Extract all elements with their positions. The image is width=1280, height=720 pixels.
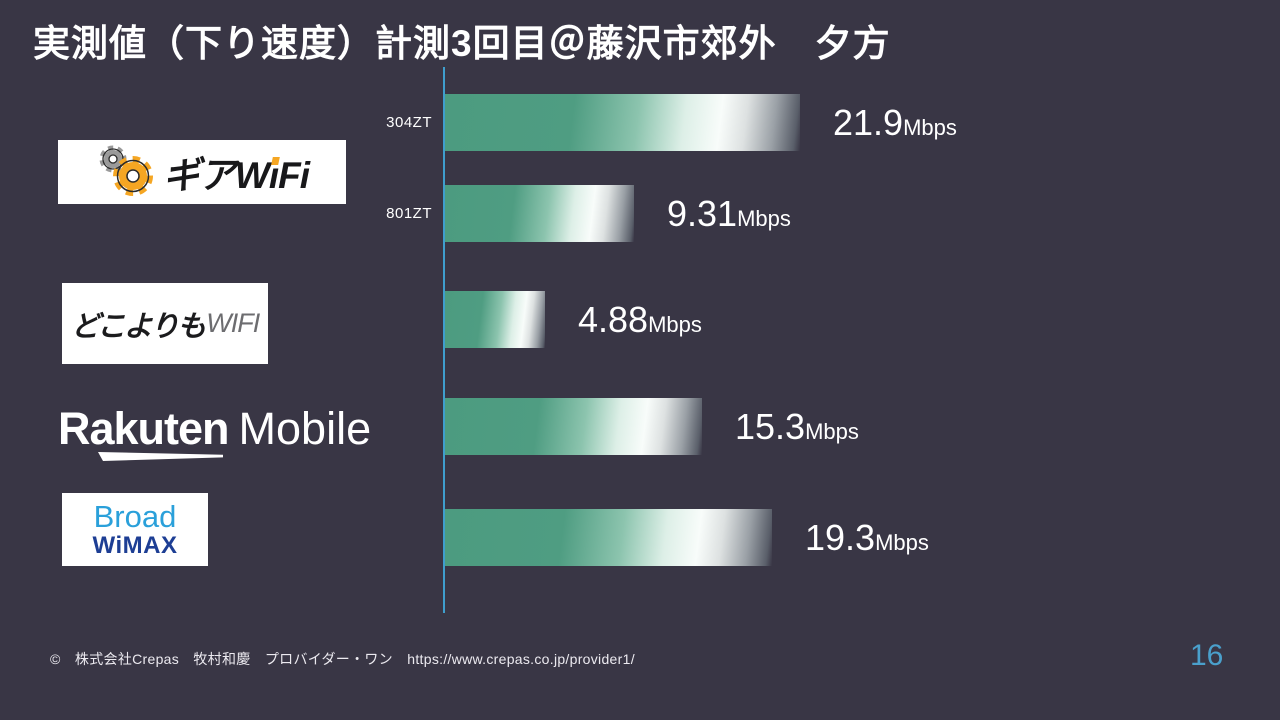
gear-wifi-logo-text: ギアWı Fi: [162, 155, 310, 196]
value-unit: Mbps: [875, 529, 929, 555]
speed-bar: [445, 509, 772, 566]
bar-row-gear-801zt: 9.31 Mbps: [445, 185, 791, 242]
rakuten-underline-swoosh: [98, 452, 223, 461]
bar-row-gear-304zt: 21.9 Mbps: [445, 94, 957, 151]
value-label: 4.88 Mbps: [578, 299, 702, 341]
value-unit: Mbps: [903, 114, 957, 140]
value-label: 19.3 Mbps: [805, 517, 929, 559]
value-number: 15.3: [735, 405, 806, 447]
value-number: 21.9: [833, 101, 904, 143]
value-unit: Mbps: [648, 311, 702, 337]
logo-gear-wifi: ギアWı Fi: [58, 140, 346, 204]
value-unit: Mbps: [805, 418, 859, 444]
bar-row-broad-wimax: 19.3 Mbps: [445, 509, 929, 566]
value-unit: Mbps: [737, 205, 791, 231]
broad-logo-line2: WiMAX: [92, 532, 178, 560]
dokoyorimo-logo-en: WIFI: [206, 308, 260, 338]
logo-dokoyorimo-wifi: どこよりも WIFI: [62, 283, 268, 364]
rakuten-product-text: Mobile: [238, 403, 372, 454]
value-label: 9.31 Mbps: [667, 193, 791, 235]
rakuten-brand-text: Rakuten: [58, 403, 230, 461]
gear-icons: [99, 145, 153, 196]
page-number: 16: [1190, 639, 1224, 672]
chart-axis-line: [443, 67, 445, 613]
device-label-801zt: 801ZT: [386, 205, 432, 222]
bar-row-dokoyorimo: 4.88 Mbps: [445, 291, 702, 348]
logo-rakuten-mobile: Rakuten Mobile: [58, 399, 408, 461]
value-label: 15.3 Mbps: [735, 406, 859, 448]
footer-credit: © 株式会社Crepas 牧村和慶 プロバイダー・ワン https://www.…: [50, 651, 635, 667]
slide-title: 実測値（下り速度）計測3回目＠藤沢市郊外 夕方: [33, 23, 891, 64]
speed-bar: [445, 94, 800, 151]
speed-bar: [445, 398, 702, 455]
value-number: 4.88: [578, 298, 649, 340]
dokoyorimo-logo-jp: どこよりも: [70, 310, 207, 343]
speed-bar: [445, 291, 545, 348]
bar-row-rakuten: 15.3 Mbps: [445, 398, 859, 455]
value-number: 9.31: [667, 192, 738, 234]
value-number: 19.3: [805, 516, 876, 558]
logo-broad-wimax: Broad WiMAX: [62, 493, 208, 566]
device-label-304zt: 304ZT: [386, 114, 432, 131]
speed-bar: [445, 185, 634, 242]
broad-logo-line1: Broad: [93, 498, 177, 534]
value-label: 21.9 Mbps: [833, 102, 957, 144]
